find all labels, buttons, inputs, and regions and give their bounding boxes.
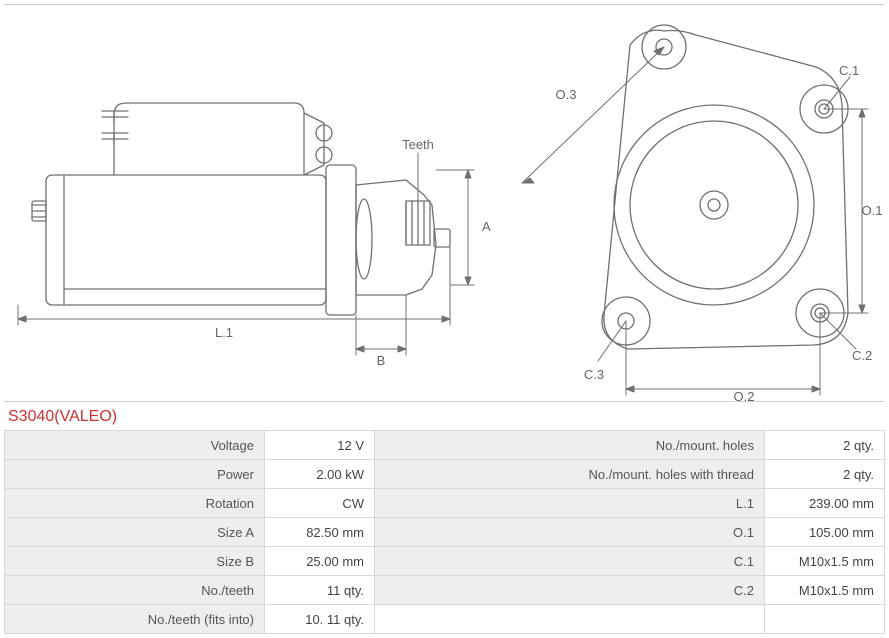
spec-label: No./teeth (fits into) (5, 605, 265, 634)
spec-label: C.1 (375, 547, 765, 576)
spec-label (375, 605, 765, 634)
spec-label: Power (5, 460, 265, 489)
label-O1: O.1 (862, 203, 883, 218)
spec-value: 82.50 mm (265, 518, 375, 547)
left-dimensions (18, 153, 474, 355)
table-row: RotationCWL.1239.00 mm (5, 489, 885, 518)
technical-drawing: L.1 B A Teeth O.3 O.1 O.2 C.1 C.2 C.3 (4, 4, 885, 402)
spec-value: 2.00 kW (265, 460, 375, 489)
table-row: No./teeth (fits into)10. 11 qty. (5, 605, 885, 634)
dim-labels: L.1 B A Teeth O.3 O.1 O.2 C.1 C.2 C.3 (215, 63, 883, 401)
drawing-svg: L.1 B A Teeth O.3 O.1 O.2 C.1 C.2 C.3 (4, 5, 885, 401)
left-view (32, 103, 450, 315)
label-C1: C.1 (839, 63, 859, 78)
spec-value (765, 605, 885, 634)
spec-label: Rotation (5, 489, 265, 518)
spec-label: No./mount. holes (375, 431, 765, 460)
spec-label: Size B (5, 547, 265, 576)
spec-value: 239.00 mm (765, 489, 885, 518)
spec-value: M10x1.5 mm (765, 547, 885, 576)
spec-value: 2 qty. (765, 460, 885, 489)
table-row: Size A82.50 mmO.1105.00 mm (5, 518, 885, 547)
spec-value: M10x1.5 mm (765, 576, 885, 605)
label-C2: C.2 (852, 348, 872, 363)
label-O2: O.2 (734, 389, 755, 401)
label-B: B (377, 353, 386, 368)
spec-label: No./teeth (5, 576, 265, 605)
spec-label: O.1 (375, 518, 765, 547)
table-row: No./teeth11 qty.C.2M10x1.5 mm (5, 576, 885, 605)
spec-value: 12 V (265, 431, 375, 460)
right-view (602, 25, 848, 349)
spec-value: 10. 11 qty. (265, 605, 375, 634)
spec-label: Size A (5, 518, 265, 547)
spec-label: C.2 (375, 576, 765, 605)
part-title: S3040(VALEO) (4, 402, 885, 430)
spec-value: CW (265, 489, 375, 518)
table-row: Power2.00 kWNo./mount. holes with thread… (5, 460, 885, 489)
table-row: Voltage12 VNo./mount. holes2 qty. (5, 431, 885, 460)
spec-label: No./mount. holes with thread (375, 460, 765, 489)
label-O3: O.3 (556, 87, 577, 102)
spec-value: 2 qty. (765, 431, 885, 460)
spec-tbody: Voltage12 VNo./mount. holes2 qty.Power2.… (5, 431, 885, 634)
spec-value: 11 qty. (265, 576, 375, 605)
spec-value: 105.00 mm (765, 518, 885, 547)
spec-value: 25.00 mm (265, 547, 375, 576)
label-Teeth: Teeth (402, 137, 434, 152)
spec-table: Voltage12 VNo./mount. holes2 qty.Power2.… (4, 430, 885, 634)
spec-label: L.1 (375, 489, 765, 518)
label-C3: C.3 (584, 367, 604, 382)
label-L1: L.1 (215, 325, 233, 340)
label-A: A (482, 219, 491, 234)
spec-label: Voltage (5, 431, 265, 460)
table-row: Size B25.00 mmC.1M10x1.5 mm (5, 547, 885, 576)
